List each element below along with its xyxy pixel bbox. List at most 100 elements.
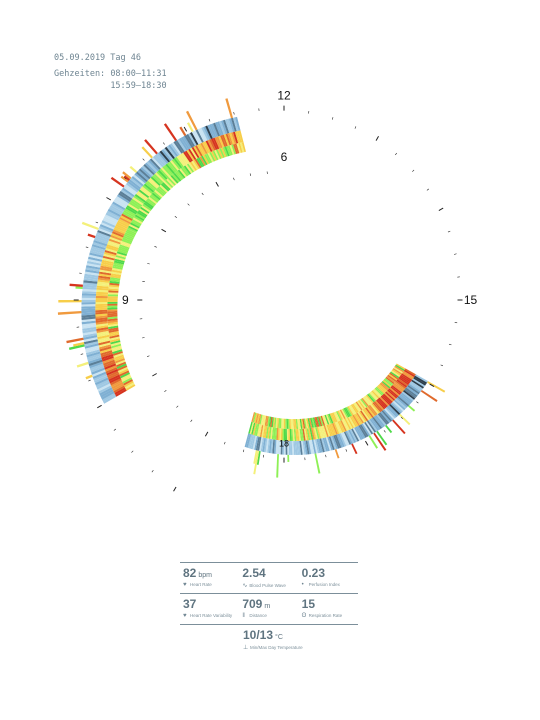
hrv-bar <box>107 305 118 308</box>
hrv-bar <box>107 301 118 304</box>
heart-rate-bar <box>279 428 282 441</box>
hrv-bar <box>215 149 222 160</box>
blood-pulse-bar <box>134 172 147 184</box>
stat-value: 15 <box>301 597 316 611</box>
hrv-bar <box>307 418 311 429</box>
spike-bar <box>68 344 85 351</box>
tick-mark <box>242 449 245 453</box>
hrv-bar <box>234 143 240 154</box>
blood-pulse-bar <box>321 438 327 453</box>
heart-rate-bar <box>233 131 239 144</box>
blood-pulse-bar <box>232 117 239 132</box>
heart-rate-bar <box>341 419 349 431</box>
blood-pulse-bar <box>141 165 154 177</box>
heart-rate-bar <box>366 406 375 417</box>
hrv-bar <box>194 158 202 169</box>
blood-pulse-bar <box>414 374 429 383</box>
blood-pulse-bar <box>173 141 184 154</box>
blood-pulse-bar <box>294 440 298 456</box>
spike-bar <box>179 126 187 136</box>
hour-label: 12 <box>277 89 291 103</box>
blood-pulse-bar <box>414 375 428 385</box>
heart-rate-bar <box>367 405 377 417</box>
hrv-bar <box>173 172 182 182</box>
hrv-bar <box>116 363 127 369</box>
hrv-bar <box>124 380 134 388</box>
blood-pulse-bar <box>137 169 150 181</box>
heart-rate-bar <box>348 416 356 428</box>
hrv-bar <box>176 170 185 180</box>
hrv-bar <box>394 365 404 373</box>
blood-pulse-bar <box>116 194 130 204</box>
heart-rate-bar <box>389 387 400 397</box>
blood-pulse-bar <box>282 440 284 455</box>
blood-pulse-bar <box>387 405 399 417</box>
heart-rate-bar <box>170 160 180 171</box>
blood-pulse-bar <box>98 226 113 234</box>
hrv-bar <box>267 416 270 427</box>
blood-pulse-bar <box>102 393 116 402</box>
heart-rate-bar <box>99 344 112 350</box>
hours-list: 08:00–11:31 15:59–18:30 <box>110 68 166 92</box>
blood-pulse-bar <box>113 199 127 209</box>
stat-unit: °C <box>275 634 283 641</box>
blood-pulse-bar <box>283 440 286 455</box>
heart-rate-bar <box>356 412 364 424</box>
hrv-bar <box>160 183 170 192</box>
heart-rate-bar <box>96 291 109 295</box>
blood-pulse-bar <box>352 427 361 441</box>
heart-rate-bar <box>95 303 108 307</box>
hrv-bar <box>107 323 119 328</box>
blood-pulse-bar <box>304 440 308 455</box>
heart-rate-bar <box>125 206 137 215</box>
blood-pulse-bar <box>399 393 412 404</box>
hrv-bar <box>129 224 139 231</box>
blood-pulse-bar <box>397 396 410 407</box>
hrv-bar <box>113 354 124 360</box>
heart-rate-bar <box>97 281 110 285</box>
heart-rate-bar <box>259 425 264 438</box>
hrv-bar <box>385 376 395 385</box>
hrv-bar <box>143 202 153 210</box>
spike-bar <box>120 175 129 183</box>
heart-rate-bar <box>336 421 343 434</box>
heart-rate-bar <box>95 319 108 323</box>
hrv-bar <box>259 414 263 425</box>
hrv-bar <box>109 282 120 286</box>
hrv-bar <box>348 405 355 415</box>
hrv-bar <box>107 307 118 310</box>
blood-pulse-bar <box>330 435 337 450</box>
heart-rate-bar <box>95 299 108 303</box>
heart-rate-bar <box>221 134 228 147</box>
heart-rate-bar <box>96 289 109 293</box>
heart-rate-bar <box>291 428 294 442</box>
blood-pulse-bar <box>222 119 230 134</box>
hrv-bar <box>166 178 175 187</box>
blood-pulse-bar <box>195 129 204 143</box>
hrv-bar <box>127 227 138 234</box>
hrv-bar <box>117 365 128 371</box>
heart-rate-bar <box>123 210 135 218</box>
heart-icon: ♥ <box>183 582 187 588</box>
hrv-bar <box>151 192 161 201</box>
hrv-bar <box>159 184 169 193</box>
blood-pulse-bar <box>86 265 101 270</box>
heart-rate-bar <box>293 428 297 442</box>
hrv-bar <box>337 410 343 421</box>
lungs-icon: ʘ <box>301 613 307 619</box>
heart-rate-bar <box>361 409 370 421</box>
hrv-bar <box>298 418 301 429</box>
heart-rate-bar <box>346 417 355 429</box>
blood-pulse-bar <box>138 168 151 180</box>
hrv-bar <box>110 340 121 345</box>
blood-pulse-bar <box>310 439 315 454</box>
hrv-bar <box>363 396 372 405</box>
hrv-bar <box>222 146 229 157</box>
hrv-bar <box>310 417 314 428</box>
hrv-bar <box>125 384 136 391</box>
blood-pulse-bar <box>333 435 340 449</box>
heart-rate-bar <box>360 410 369 422</box>
blood-pulse-bar <box>166 145 177 159</box>
hrv-bar <box>345 406 353 417</box>
hrv-bar <box>321 415 327 426</box>
